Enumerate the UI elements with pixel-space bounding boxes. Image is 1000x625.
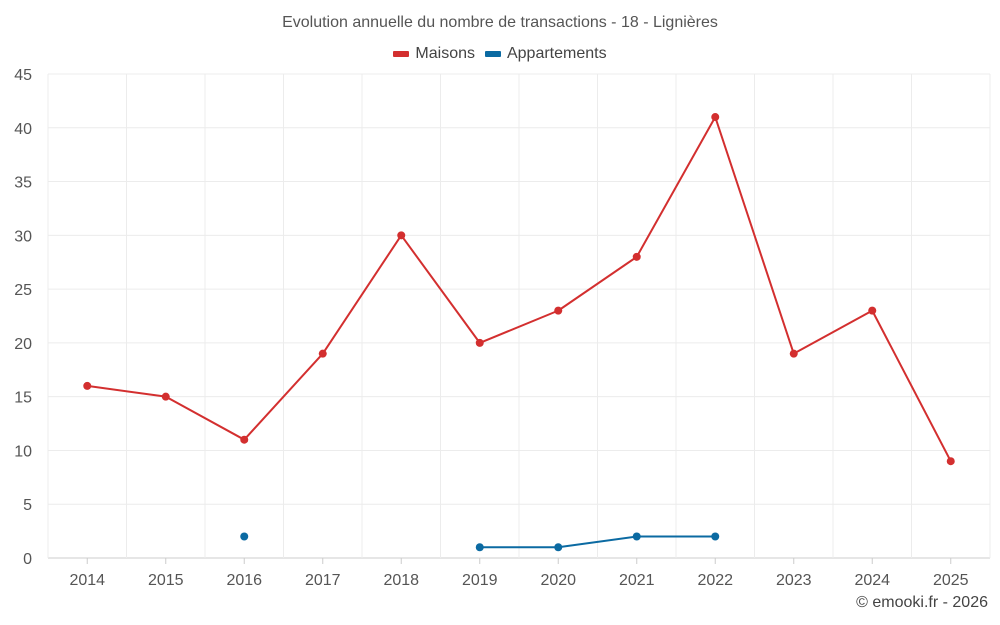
series-line-appartements [479,535,716,549]
legend-label-maisons: Maisons [415,45,475,62]
y-tick-label: 25 [14,282,32,299]
data-point-maisons [475,338,484,347]
chart-title: Evolution annuelle du nombre de transact… [282,14,718,31]
x-tick-label: 2014 [69,572,105,589]
data-point-maisons [83,381,92,390]
data-point-appartements [240,532,249,541]
x-tick-label: 2022 [697,572,733,589]
data-point-appartements [632,532,641,541]
x-tick-label: 2019 [462,572,498,589]
x-tick-label: 2015 [148,572,184,589]
y-tick-label: 10 [14,443,32,460]
legend-swatch-appartements [484,51,501,57]
data-point-appartements [554,543,563,552]
data-point-appartements [711,532,720,541]
data-point-maisons [789,349,798,358]
x-tick-label: 2025 [933,572,969,589]
x-tick-label: 2020 [540,572,576,589]
legend: Maisons Appartements [0,45,1000,63]
data-point-maisons [240,435,249,444]
y-tick-label: 30 [14,228,32,245]
legend-item-appartements[interactable]: Appartements [484,45,607,63]
data-point-maisons [318,349,327,358]
x-tick-label: 2016 [226,572,262,589]
data-point-maisons [161,392,170,401]
data-point-maisons [554,306,563,315]
y-tick-label: 20 [14,336,32,353]
data-point-maisons [397,231,406,240]
data-point-maisons [711,113,720,122]
y-tick-label: 35 [14,175,32,192]
x-tick-label: 2018 [383,572,419,589]
y-tick-label: 15 [14,390,32,407]
credit-text: © emooki.fr - 2026 [856,594,988,611]
data-point-maisons [946,457,955,466]
data-point-appartements [475,543,484,552]
y-tick-label: 0 [23,551,32,568]
x-tick-label: 2023 [776,572,812,589]
legend-label-appartements: Appartements [506,45,607,62]
y-tick-label: 5 [23,497,32,514]
x-tick-label: 2017 [305,572,341,589]
y-tick-label: 40 [14,121,32,138]
legend-swatch-maisons [393,51,410,57]
series-line-maisons [87,116,952,462]
data-point-maisons [868,306,877,315]
legend-item-maisons[interactable]: Maisons [393,45,475,63]
data-point-maisons [632,252,641,261]
x-tick-label: 2024 [854,572,890,589]
x-tick-label: 2021 [619,572,655,589]
y-tick-label: 45 [14,67,32,84]
